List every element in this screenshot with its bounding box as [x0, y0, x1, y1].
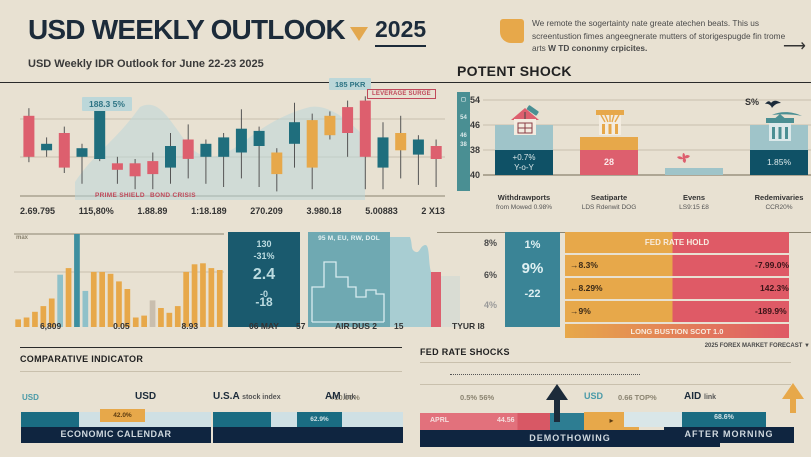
svg-text:Y-o-Y: Y-o-Y: [514, 163, 534, 172]
svg-text:from Mowed 0.98%: from Mowed 0.98%: [496, 204, 552, 210]
svg-text:40: 40: [470, 170, 480, 180]
svg-text:38: 38: [470, 145, 480, 155]
svg-text:54: 54: [470, 95, 480, 105]
svg-text:Withdrawports: Withdrawports: [498, 193, 550, 202]
svg-text:1.85%: 1.85%: [767, 157, 792, 167]
svg-text:46: 46: [470, 120, 480, 130]
svg-text:LS9:15 £8: LS9:15 £8: [679, 204, 709, 210]
svg-text:Redemivaries: Redemivaries: [755, 193, 804, 202]
svg-text:CCR20%: CCR20%: [765, 204, 792, 210]
svg-text:Seatiparte: Seatiparte: [591, 193, 627, 202]
svg-text:Evens: Evens: [683, 193, 705, 202]
svg-text:LDS Rdenwit DOG: LDS Rdenwit DOG: [582, 204, 637, 210]
svg-text:+0.7%: +0.7%: [513, 153, 536, 162]
svg-text:28: 28: [604, 157, 614, 167]
